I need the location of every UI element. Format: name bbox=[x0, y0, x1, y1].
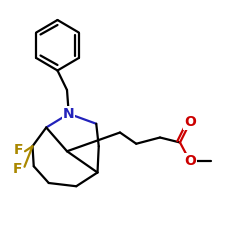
Text: N: N bbox=[63, 107, 74, 121]
Text: F: F bbox=[14, 143, 24, 157]
Text: O: O bbox=[184, 116, 196, 130]
Text: F: F bbox=[13, 162, 22, 176]
Text: O: O bbox=[184, 154, 196, 168]
